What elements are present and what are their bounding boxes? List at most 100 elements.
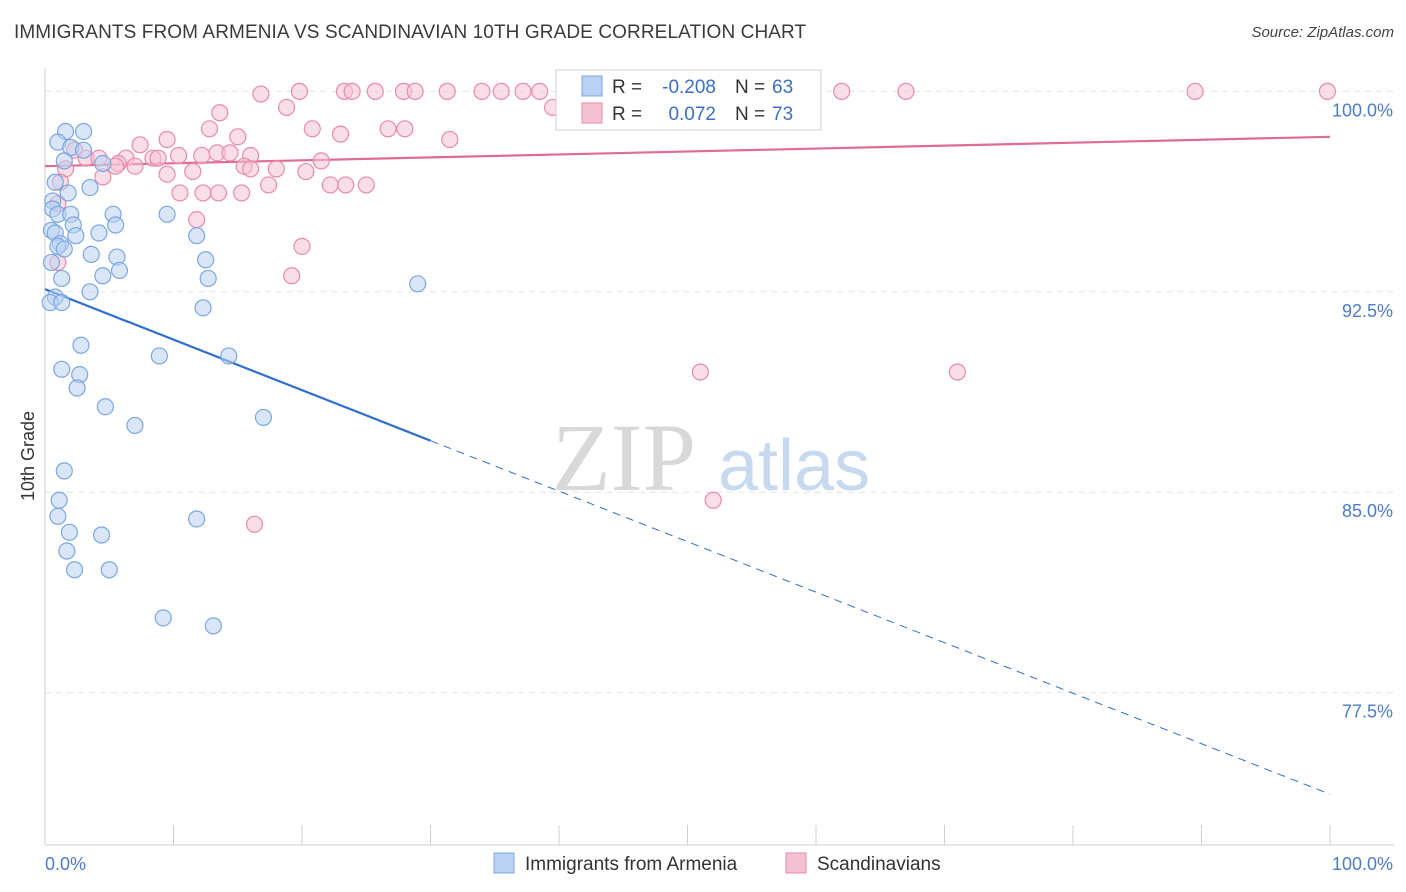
point-armenia-25 xyxy=(55,240,73,258)
point-scandinavians-51 xyxy=(297,162,315,181)
point-armenia-48 xyxy=(126,416,144,435)
point-armenia-50 xyxy=(50,491,68,509)
point-scandinavians-39 xyxy=(193,146,211,165)
y-tick-label-1: 92.5% xyxy=(1342,301,1393,321)
legend-r-label-2: R = xyxy=(612,104,642,125)
point-scandinavians-71 xyxy=(704,491,722,509)
point-scandinavians-38 xyxy=(170,146,188,165)
source-label: Source: ZipAtlas.com xyxy=(1251,24,1394,41)
gridlines xyxy=(45,90,1394,694)
point-armenia-59 xyxy=(204,617,222,635)
series-legend: Immigrants from Armenia Scandinavians xyxy=(493,852,941,875)
point-scandinavians-65 xyxy=(188,211,206,229)
bottom-legend-swatch-scandinavians xyxy=(785,852,807,874)
point-armenia-5 xyxy=(55,152,73,170)
point-armenia-47 xyxy=(254,408,273,427)
point-scandinavians-58 xyxy=(321,176,339,194)
legend-n-value-1: 63 xyxy=(772,77,793,98)
point-scandinavians-9 xyxy=(492,82,510,100)
point-armenia-57 xyxy=(100,561,118,579)
legend-r-label-1: R = xyxy=(612,77,642,98)
point-scandinavians-29 xyxy=(441,130,459,149)
point-armenia-1 xyxy=(74,122,93,141)
y-tick-labels: 100.0% 92.5% 85.0% 77.5% xyxy=(1332,100,1393,721)
bottom-legend-scandinavians: Scandinavians xyxy=(817,854,941,875)
point-armenia-26 xyxy=(82,245,100,263)
point-armenia-54 xyxy=(92,526,111,544)
point-armenia-40 xyxy=(72,336,90,354)
point-armenia-53 xyxy=(60,523,79,541)
point-armenia-29 xyxy=(42,253,61,272)
point-armenia-35 xyxy=(81,283,99,301)
point-armenia-7 xyxy=(46,173,64,191)
point-scandinavians-63 xyxy=(233,184,251,202)
point-armenia-31 xyxy=(94,267,112,285)
point-scandinavians-53 xyxy=(184,162,202,181)
point-scandinavians-4 xyxy=(366,82,384,100)
point-armenia-38 xyxy=(53,293,71,312)
stats-legend: R = -0.208 N = 63 R = 0.072 N = 73 xyxy=(555,69,822,131)
point-scandinavians-10 xyxy=(531,82,549,100)
legend-swatch-armenia xyxy=(581,75,603,97)
watermark-atlas: atlas xyxy=(718,426,870,506)
x-tick-label-0: 0.0% xyxy=(45,854,86,874)
point-scandinavians-62 xyxy=(209,184,228,202)
point-scandinavians-19 xyxy=(1318,82,1337,100)
point-scandinavians-68 xyxy=(283,267,301,285)
point-scandinavians-69 xyxy=(691,363,709,381)
point-scandinavians-30 xyxy=(158,130,176,149)
x-tick-label-1: 100.0% xyxy=(1332,854,1393,874)
watermark-zip: ZIP xyxy=(552,404,696,511)
point-scandinavians-3 xyxy=(343,82,361,100)
point-scandinavians-59 xyxy=(337,176,355,194)
point-armenia-34 xyxy=(409,275,427,293)
point-scandinavians-22 xyxy=(211,104,229,122)
point-scandinavians-72 xyxy=(245,515,264,533)
point-scandinavians-16 xyxy=(833,82,851,100)
point-scandinavians-28 xyxy=(229,128,247,146)
point-scandinavians-37 xyxy=(149,149,167,167)
point-armenia-56 xyxy=(65,561,84,579)
trend-line-armenia-solid xyxy=(44,288,431,442)
point-scandinavians-61 xyxy=(194,184,212,202)
point-scandinavians-25 xyxy=(331,125,350,143)
point-scandinavians-27 xyxy=(396,120,414,138)
bottom-legend-armenia: Immigrants from Armenia xyxy=(525,854,738,875)
legend-n-label-1: N = xyxy=(735,77,765,98)
point-armenia-42 xyxy=(220,347,238,365)
point-armenia-45 xyxy=(68,379,86,397)
point-armenia-32 xyxy=(53,269,71,288)
point-scandinavians-20 xyxy=(277,98,296,117)
point-armenia-46 xyxy=(96,398,114,416)
point-scandinavians-6 xyxy=(406,82,424,100)
point-armenia-58 xyxy=(154,609,172,627)
point-scandinavians-49 xyxy=(242,160,260,178)
point-scandinavians-34 xyxy=(221,144,239,162)
point-scandinavians-60 xyxy=(171,184,189,202)
point-scandinavians-31 xyxy=(131,136,149,154)
point-armenia-30 xyxy=(110,261,129,280)
point-scandinavians-45 xyxy=(126,157,144,175)
data-points xyxy=(41,82,1337,635)
legend-n-label-2: N = xyxy=(735,104,765,125)
point-armenia-28 xyxy=(197,251,215,269)
point-armenia-51 xyxy=(49,507,67,525)
point-scandinavians-11 xyxy=(514,82,532,100)
point-scandinavians-70 xyxy=(948,363,966,381)
y-tick-label-2: 85.0% xyxy=(1342,501,1393,521)
point-armenia-15 xyxy=(158,205,176,223)
point-armenia-39 xyxy=(194,299,212,317)
point-armenia-17 xyxy=(107,216,125,234)
legend-swatch-scandinavians xyxy=(581,102,603,124)
point-scandinavians-1 xyxy=(290,82,309,100)
point-scandinavians-52 xyxy=(158,165,176,183)
point-armenia-8 xyxy=(81,178,99,197)
y-tick-label-3: 77.5% xyxy=(1342,702,1393,722)
legend-r-value-1: -0.208 xyxy=(662,77,716,98)
legend-r-value-2: 0.072 xyxy=(668,104,716,125)
point-scandinavians-17 xyxy=(897,82,915,100)
point-scandinavians-66 xyxy=(293,237,311,255)
trend-line-armenia-dashed xyxy=(430,440,1331,795)
point-armenia-55 xyxy=(58,542,76,560)
point-armenia-41 xyxy=(150,347,168,365)
